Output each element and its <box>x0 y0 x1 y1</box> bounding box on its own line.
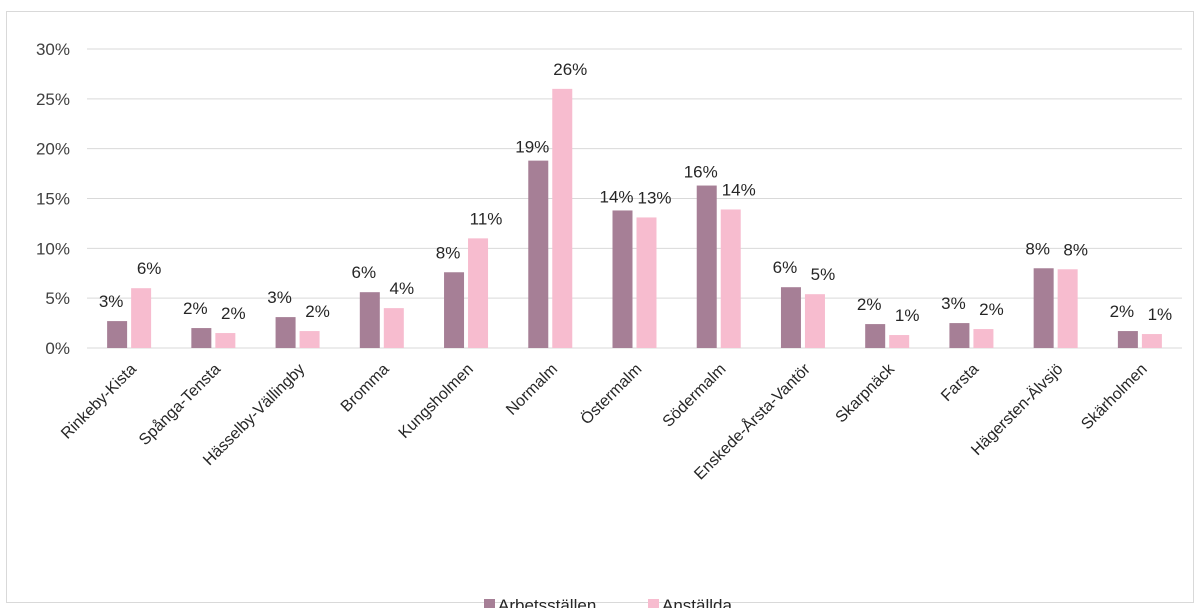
legend-label-arbetsstallen: Arbetsställen <box>498 596 596 608</box>
x-category-label: Skärholmen <box>1078 361 1150 433</box>
bar-arbetsstallen <box>275 317 296 348</box>
data-label: 8% <box>1025 239 1050 258</box>
bar-anstallda <box>636 217 657 348</box>
x-category-label: Bromma <box>338 361 393 416</box>
data-label: 1% <box>1148 305 1173 324</box>
data-label: 8% <box>436 243 461 262</box>
data-label: 5% <box>811 265 836 284</box>
data-label: 16% <box>684 163 718 182</box>
bar-arbetsstallen <box>865 324 886 348</box>
bar-arbetsstallen <box>191 328 212 348</box>
data-label: 14% <box>599 187 633 206</box>
bars <box>107 88 1162 348</box>
bar-arbetsstallen <box>444 272 465 348</box>
x-axis-categories: Rinkeby-KistaSpånga-TenstaHässelby-Välli… <box>58 359 1151 483</box>
bar-arbetsstallen <box>107 321 128 348</box>
data-label: 2% <box>979 300 1004 319</box>
data-label: 2% <box>183 299 208 318</box>
data-label: 6% <box>352 263 377 282</box>
data-label: 4% <box>390 279 415 298</box>
data-label: 19% <box>515 138 549 157</box>
data-label: 1% <box>895 306 920 325</box>
bar-arbetsstallen <box>612 210 633 348</box>
data-label: 14% <box>722 180 756 199</box>
bar-anstallda <box>804 294 825 348</box>
bar-anstallda <box>1141 334 1162 348</box>
x-category-label: Hägersten-Älvsjö <box>968 360 1067 459</box>
bar-arbetsstallen <box>696 185 717 348</box>
y-tick-label: 0% <box>45 339 70 358</box>
y-tick-label: 20% <box>36 140 70 159</box>
bar-anstallda <box>889 335 910 348</box>
data-label: 2% <box>857 295 882 314</box>
y-tick-label: 5% <box>45 289 70 308</box>
gridlines <box>87 48 1182 349</box>
data-label: 2% <box>221 304 246 323</box>
data-label: 6% <box>773 258 798 277</box>
bar-anstallda <box>131 288 152 348</box>
data-label: 3% <box>941 294 966 313</box>
bar-arbetsstallen <box>780 287 801 348</box>
legend: Arbetsställen Anställda <box>484 596 732 608</box>
bar-anstallda <box>720 209 741 348</box>
x-category-label: Skarpnäck <box>833 360 899 426</box>
y-tick-label: 25% <box>36 90 70 109</box>
x-category-label: Östermalm <box>577 360 645 428</box>
chart-frame <box>6 11 1194 603</box>
x-category-label: Rinkeby-Kista <box>58 361 140 443</box>
data-label: 2% <box>305 302 330 321</box>
x-category-label: Spånga-Tensta <box>135 360 224 449</box>
data-label: 13% <box>637 188 671 207</box>
x-category-label: Kungsholmen <box>396 361 477 442</box>
data-labels: 3%6%2% 2%3%2%6%4%8%11%19%26%14% 13%16%14%6… <box>99 60 1172 325</box>
data-label: 8% <box>1063 240 1088 259</box>
x-category-label: Farsta <box>938 361 982 405</box>
bar-arbetsstallen <box>1117 331 1138 348</box>
data-label: 3% <box>267 288 292 307</box>
bar-anstallda <box>215 333 236 348</box>
y-tick-label: 30% <box>36 40 70 59</box>
x-category-label: Normalm <box>503 361 561 419</box>
legend-label-anstallda: Anställda <box>662 596 732 608</box>
y-tick-label: 15% <box>36 190 70 209</box>
bar-anstallda <box>299 331 320 348</box>
bar-anstallda <box>383 308 404 348</box>
y-tick-label: 10% <box>36 239 70 258</box>
bar-anstallda <box>1057 269 1078 348</box>
bar-arbetsstallen <box>1033 268 1054 348</box>
data-label: 3% <box>99 292 124 311</box>
bar-anstallda <box>468 238 489 348</box>
bar-anstallda <box>552 88 573 348</box>
data-label: 6% <box>137 259 162 278</box>
x-category-label: Södermalm <box>660 361 730 431</box>
y-axis-ticks: 0% 5% 10% 15% 20% 25% 30% <box>36 40 70 358</box>
bar-anstallda <box>973 329 994 348</box>
data-label: 11% <box>470 209 503 228</box>
data-label: 2% <box>1110 302 1135 321</box>
bar-arbetsstallen <box>949 323 970 348</box>
bar-arbetsstallen <box>359 292 380 348</box>
legend-swatch-arbetsstallen <box>484 599 495 608</box>
legend-swatch-anstallda <box>648 599 659 608</box>
bar-arbetsstallen <box>528 160 549 348</box>
data-label: 26% <box>553 60 587 79</box>
